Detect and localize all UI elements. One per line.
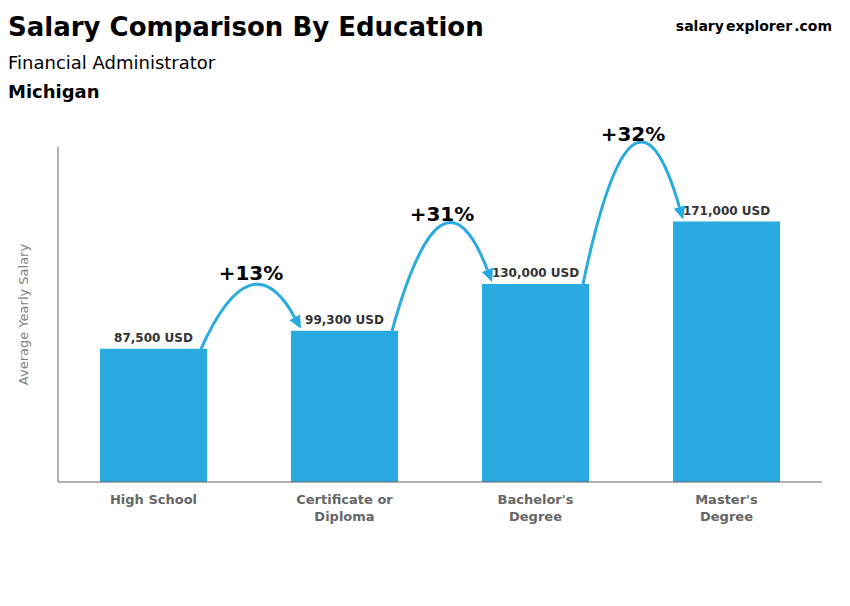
svg-text:+32%: +32% — [601, 122, 666, 146]
html-text:Salary Comparison By Education: Salary Comparison By Education — [8, 12, 484, 42]
svg-text:87,500 USD: 87,500 USD — [114, 331, 193, 345]
svg-text:Master'sDegree: Master'sDegree — [695, 492, 758, 524]
html-text:Michigan: Michigan — [8, 81, 100, 102]
svg-text:+31%: +31% — [410, 202, 475, 226]
svg-text:High School: High School — [110, 492, 197, 507]
html-text:Financial Administrator: Financial Administrator — [8, 52, 216, 73]
svg-text:171,000 USD: 171,000 USD — [683, 204, 770, 218]
svg-text:+13%: +13% — [219, 261, 284, 285]
html-text:salary explorer.com: salary explorer.com — [675, 18, 832, 34]
svg-text:Certificate orDiploma: Certificate orDiploma — [296, 492, 393, 524]
svg-text:99,300 USD: 99,300 USD — [305, 313, 384, 327]
svg-text:130,000 USD: 130,000 USD — [492, 266, 579, 280]
svg-text:Average Yearly Salary: Average Yearly Salary — [16, 244, 31, 386]
svg-text:Bachelor'sDegree: Bachelor'sDegree — [498, 492, 574, 524]
